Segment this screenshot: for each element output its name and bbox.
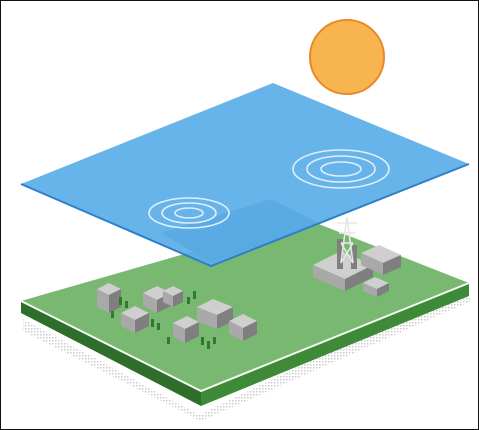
building (173, 316, 199, 343)
building (163, 286, 183, 307)
building (229, 314, 257, 341)
cloud-layer-icon (20, 83, 470, 268)
trees (111, 291, 216, 349)
sun-icon (309, 19, 385, 95)
ripple-icon (148, 149, 390, 229)
building (121, 306, 149, 333)
ground-side-face (201, 283, 469, 406)
building (97, 283, 121, 313)
ground-front-face (21, 301, 201, 406)
transmission-tower-icon (337, 216, 357, 264)
water-layer-surface (21, 83, 469, 266)
town-buildings-icon (97, 283, 257, 349)
ground-shadow (23, 285, 471, 421)
building (197, 299, 233, 329)
ground-edge-highlight (20, 282, 470, 393)
water-layer-edge (20, 163, 470, 268)
factory-icon (313, 239, 401, 297)
